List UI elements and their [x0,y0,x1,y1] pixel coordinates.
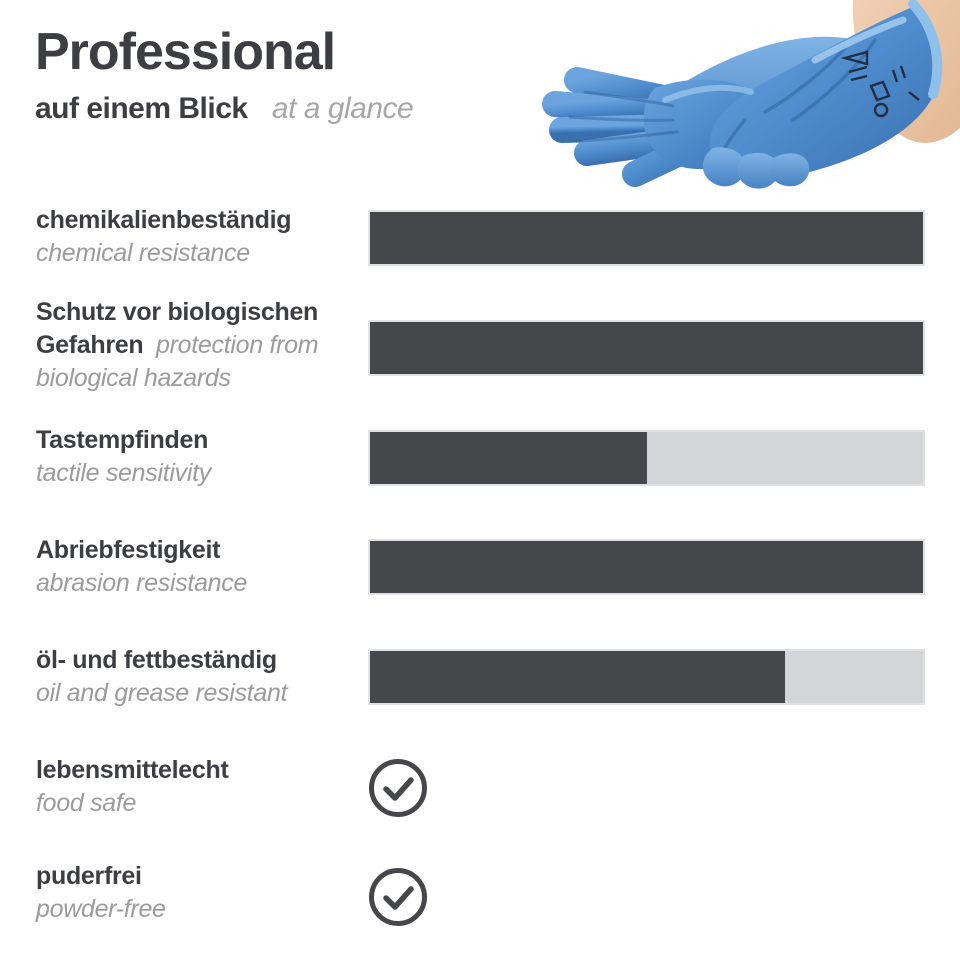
feature-label-en: protection from biological hazards [36,331,319,392]
feature-label-de: Schutz vor biologischen Gefahren [36,298,319,359]
feature-label-powder-free: puderfrei powder-free [36,860,366,926]
feature-label-de: Tastempfinden [36,426,209,454]
header: Professional auf einem Blick at a glance [35,22,414,128]
page-title: Professional [35,23,336,81]
feature-label-tactile-sensitivity: Tastempfinden tactile sensitivity [36,424,366,490]
glove-print-marks [840,50,920,118]
feature-label-biological-hazards: Schutz vor biologischen Gefahren protect… [36,296,366,395]
bar-fill [370,651,785,703]
feature-label-de: puderfrei [36,862,142,890]
feature-label-en: powder-free [36,895,166,923]
check-circle-icon [369,759,427,817]
feature-label-de: lebensmittelecht [36,756,229,784]
feature-label-en: chemical resistance [36,239,250,267]
feature-label-oil-grease-resistant: öl- und fettbeständig oil and grease res… [36,644,366,710]
feature-label-de: Abriebfestigkeit [36,536,221,564]
feature-label-en: oil and grease resistant [36,679,288,707]
feature-label-en: abrasion resistance [36,569,248,597]
subtitle-german: auf einem Blick [35,92,248,125]
feature-label-en: food safe [36,789,137,817]
check-circle-icon [369,868,427,926]
bar-fill [370,432,647,484]
rating-bar-biological-hazards [368,320,925,376]
rating-bar-chemical-resistance [368,210,925,266]
feature-label-chemical-resistance: chemikalienbeständig chemical resistance [36,204,366,270]
rating-bar-abrasion-resistance [368,539,925,595]
rating-bar-oil-grease-resistant [368,649,925,705]
feature-label-abrasion-resistance: Abriebfestigkeit abrasion resistance [36,534,366,600]
bar-fill [370,212,923,264]
feature-label-de: öl- und fettbeständig [36,646,277,674]
subtitle: auf einem Blick at a glance [35,90,414,128]
feature-label-en: tactile sensitivity [36,459,211,487]
feature-label-de: chemikalienbeständig [36,206,292,234]
bar-fill [370,322,923,374]
bar-fill [370,541,923,593]
feature-label-food-safe: lebensmittelecht food safe [36,754,366,820]
rating-bar-tactile-sensitivity [368,430,925,486]
gloves-image [542,0,960,189]
subtitle-english: at a glance [271,92,414,125]
